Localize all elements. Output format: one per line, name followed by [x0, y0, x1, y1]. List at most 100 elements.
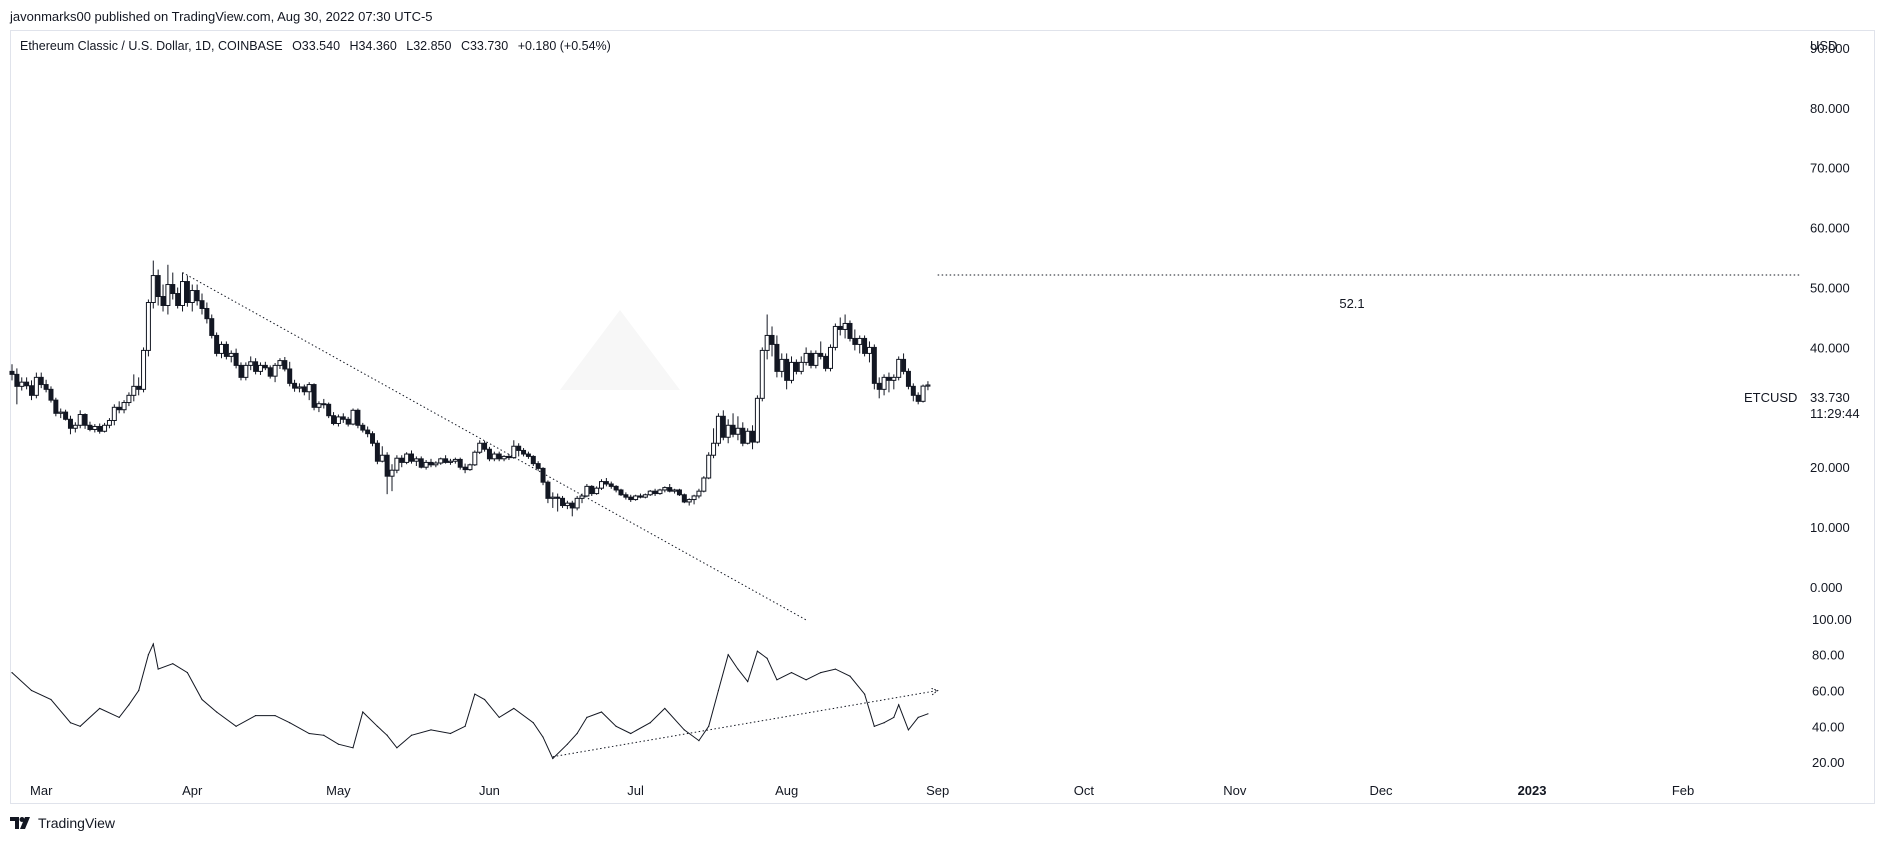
- candle-body: [92, 425, 98, 430]
- candle-body: [564, 502, 570, 507]
- chart-frame: [10, 30, 1875, 804]
- candle-body: [170, 284, 176, 295]
- candle: [920, 384, 926, 403]
- time-tick-label: Sep: [926, 783, 949, 798]
- oscillator-tick-label: 100.00: [1812, 612, 1852, 627]
- candle-body: [452, 458, 458, 462]
- last-price-ticker: ETCUSD: [1744, 390, 1797, 405]
- candle-body: [871, 346, 877, 384]
- candle-body: [866, 346, 872, 354]
- candle-body: [9, 370, 15, 375]
- price-tick-label: 0.000: [1810, 580, 1843, 595]
- candle: [38, 372, 44, 389]
- candle-body: [618, 489, 624, 496]
- candle-body: [881, 376, 887, 390]
- candle-body: [408, 453, 414, 462]
- candle-body: [350, 409, 356, 425]
- candle-body: [496, 453, 502, 460]
- candle-body: [194, 290, 200, 302]
- candle-body: [521, 449, 527, 455]
- candle-body: [905, 370, 911, 387]
- candle-body: [642, 494, 648, 498]
- candle-body: [813, 352, 819, 366]
- candle-body: [574, 497, 580, 509]
- oscillator-point: [430, 729, 432, 731]
- candle: [243, 362, 249, 381]
- candle-body: [657, 489, 663, 495]
- candle: [681, 493, 687, 504]
- candle: [184, 275, 190, 307]
- candle: [233, 348, 239, 369]
- oscillator-tick-label: 80.00: [1812, 648, 1845, 663]
- candle-body: [584, 485, 590, 497]
- candle-body: [19, 381, 25, 387]
- candle-body: [214, 334, 220, 354]
- candle-body: [175, 293, 181, 306]
- oscillator-point: [201, 698, 203, 701]
- candle: [408, 450, 414, 464]
- oscillator-point: [542, 736, 544, 738]
- candle: [277, 358, 283, 369]
- candle: [292, 379, 298, 392]
- candle-body: [550, 496, 556, 499]
- oscillator-tick-label: 20.00: [1812, 755, 1845, 770]
- candle-body: [72, 424, 78, 429]
- candle: [754, 395, 760, 444]
- candle-body: [82, 414, 88, 426]
- candle: [486, 446, 492, 462]
- candle-body: [355, 409, 361, 426]
- time-axis[interactable]: Mar Apr May Jun Jul Aug Sep Oct Nov Dec 2023 Feb: [30, 783, 1694, 798]
- candle: [238, 362, 244, 381]
- candle-body: [915, 394, 921, 402]
- candle: [701, 476, 707, 493]
- candle-body: [326, 403, 332, 417]
- candle-body: [38, 376, 44, 386]
- candle-body: [623, 494, 629, 498]
- candle-body: [784, 358, 790, 381]
- candle-body: [691, 495, 697, 501]
- candle-body: [447, 460, 453, 463]
- last-price-label: ETCUSD 33.730 11:29:44: [1744, 390, 1860, 421]
- price-tick-label: 50.000: [1810, 281, 1850, 296]
- candle: [394, 455, 400, 474]
- ohlc-change: +0.180 (+0.54%): [517, 39, 611, 53]
- candle-body: [209, 318, 215, 336]
- candle-body: [759, 349, 765, 399]
- candle-body: [686, 499, 692, 503]
- candle: [891, 374, 897, 390]
- candle-body: [920, 385, 926, 402]
- oscillator-point: [308, 732, 310, 735]
- candle-body: [589, 485, 595, 495]
- candle-body: [525, 453, 531, 457]
- candle: [223, 341, 229, 360]
- candle: [63, 409, 69, 421]
- candle-body: [243, 364, 249, 378]
- ohlc-close: C33.730: [460, 39, 509, 53]
- candle: [901, 353, 907, 375]
- symbol-name[interactable]: Ethereum Classic / U.S. Dollar, 1D, COIN…: [20, 39, 283, 53]
- candle: [769, 326, 775, 357]
- candle: [272, 362, 278, 383]
- symbol-legend[interactable]: Ethereum Classic / U.S. Dollar, 1D, COIN…: [20, 39, 617, 53]
- candle: [87, 421, 93, 432]
- candle-body: [63, 411, 69, 420]
- level-line-label: 52.1: [1339, 296, 1364, 311]
- candle-body: [218, 343, 224, 354]
- candle-body: [457, 458, 463, 468]
- candle-body: [404, 453, 410, 463]
- candle-body: [443, 458, 449, 463]
- candle: [750, 425, 756, 450]
- candle-body: [569, 502, 575, 509]
- candle-body: [764, 334, 770, 351]
- oscillator-point: [649, 722, 651, 724]
- candle: [652, 488, 658, 496]
- candle-body: [389, 469, 395, 477]
- candle: [316, 401, 322, 413]
- oscillator-axis[interactable]: 100.00 80.00 60.00 40.00 20.00: [1812, 612, 1852, 770]
- candle-body: [511, 445, 517, 459]
- candle: [72, 422, 78, 433]
- footer-brand[interactable]: TradingView: [10, 815, 115, 831]
- price-axis[interactable]: USD 90.000 80.000 70.000 60.000 50.000 40.000…: [1810, 38, 1850, 595]
- candle-body: [540, 467, 546, 483]
